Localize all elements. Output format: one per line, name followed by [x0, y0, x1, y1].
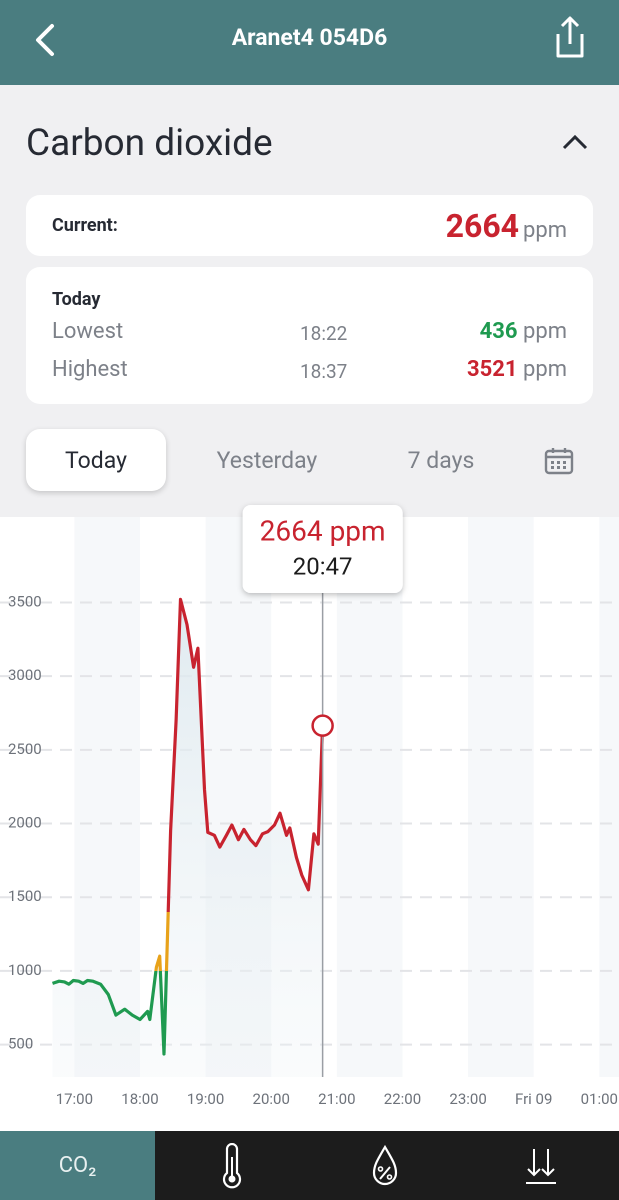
- tooltip-value: 2664 ppm: [260, 514, 386, 547]
- title: Aranet4 054D6: [231, 24, 388, 51]
- tab[interactable]: Yesterday: [216, 447, 318, 474]
- stat-unit: ppm: [523, 357, 567, 382]
- line: [51, 597, 325, 1056]
- today-card: Today Lowest 18:22 436 ppm Highest 18:37…: [26, 267, 593, 404]
- y-tick-label: 3000: [8, 666, 42, 684]
- today-title: Today: [52, 289, 101, 310]
- nav-pressure[interactable]: [524, 1145, 558, 1187]
- x-tick-label: 20:00: [253, 1090, 290, 1108]
- current-value: 2664: [445, 207, 520, 245]
- stat-value: 3521: [467, 357, 518, 382]
- y-tick-label: 2500: [8, 740, 42, 758]
- x-tick-label: 21:00: [318, 1090, 355, 1108]
- y-tick-label: 3500: [8, 592, 42, 610]
- stat-unit: ppm: [523, 319, 567, 344]
- nav-co2[interactable]: CO₂: [58, 1153, 97, 1178]
- x-tick-label: 01:00: [581, 1090, 618, 1108]
- x-tick-label: 17:00: [56, 1090, 93, 1108]
- share-button[interactable]: [550, 14, 590, 60]
- y-tick-label: 2000: [8, 813, 42, 831]
- y-tick-label: 1500: [8, 887, 42, 905]
- tab[interactable]: Today: [65, 447, 127, 474]
- current-card: Current: 2664 ppm: [26, 195, 593, 256]
- bottom-nav: CO₂: [0, 1131, 619, 1200]
- hour-band: [599, 517, 619, 1077]
- hour-band: [468, 517, 534, 1077]
- y-tick-label: 1000: [8, 961, 42, 979]
- stat-label: Highest: [52, 357, 128, 382]
- nav-temperature[interactable]: [218, 1143, 246, 1189]
- x-tick-label: 23:00: [449, 1090, 486, 1108]
- current-reading: 2664 ppm: [446, 207, 567, 245]
- collapse-button[interactable]: [560, 130, 590, 154]
- section-title: Carbon dioxide: [26, 122, 273, 165]
- current-unit: ppm: [523, 218, 567, 243]
- back-button[interactable]: [28, 20, 64, 60]
- app-bar: Aranet4 054D6: [0, 0, 619, 85]
- chart: 500 1000 1500 2000 2500 3000 3500 17:00 18:00 19:…: [0, 505, 619, 1131]
- hour-band: [336, 517, 403, 1077]
- x-tick-label: Fri 09: [515, 1090, 552, 1108]
- stat-value: 436: [479, 319, 518, 344]
- area: [52, 599, 323, 1077]
- stat-time: 18:22: [300, 322, 348, 345]
- stat-time: 18:37: [300, 360, 348, 383]
- y-tick-label: 500: [8, 1035, 33, 1053]
- active-tab-bg: [26, 429, 166, 491]
- x-tick-label: 19:00: [187, 1090, 224, 1108]
- nav-active-bg: [0, 1131, 155, 1200]
- stat-label: Lowest: [52, 319, 124, 344]
- current-label: Current:: [52, 215, 118, 236]
- calendar-button[interactable]: [544, 446, 574, 476]
- tooltip-box: [242, 505, 403, 593]
- nav-humidity[interactable]: [370, 1143, 400, 1189]
- tab[interactable]: 7 days: [407, 447, 475, 474]
- x-tick-label: 18:00: [121, 1090, 158, 1108]
- point-marker: [311, 714, 334, 737]
- tooltip-time: 20:47: [293, 552, 353, 580]
- x-tick-label: 22:00: [384, 1090, 421, 1108]
